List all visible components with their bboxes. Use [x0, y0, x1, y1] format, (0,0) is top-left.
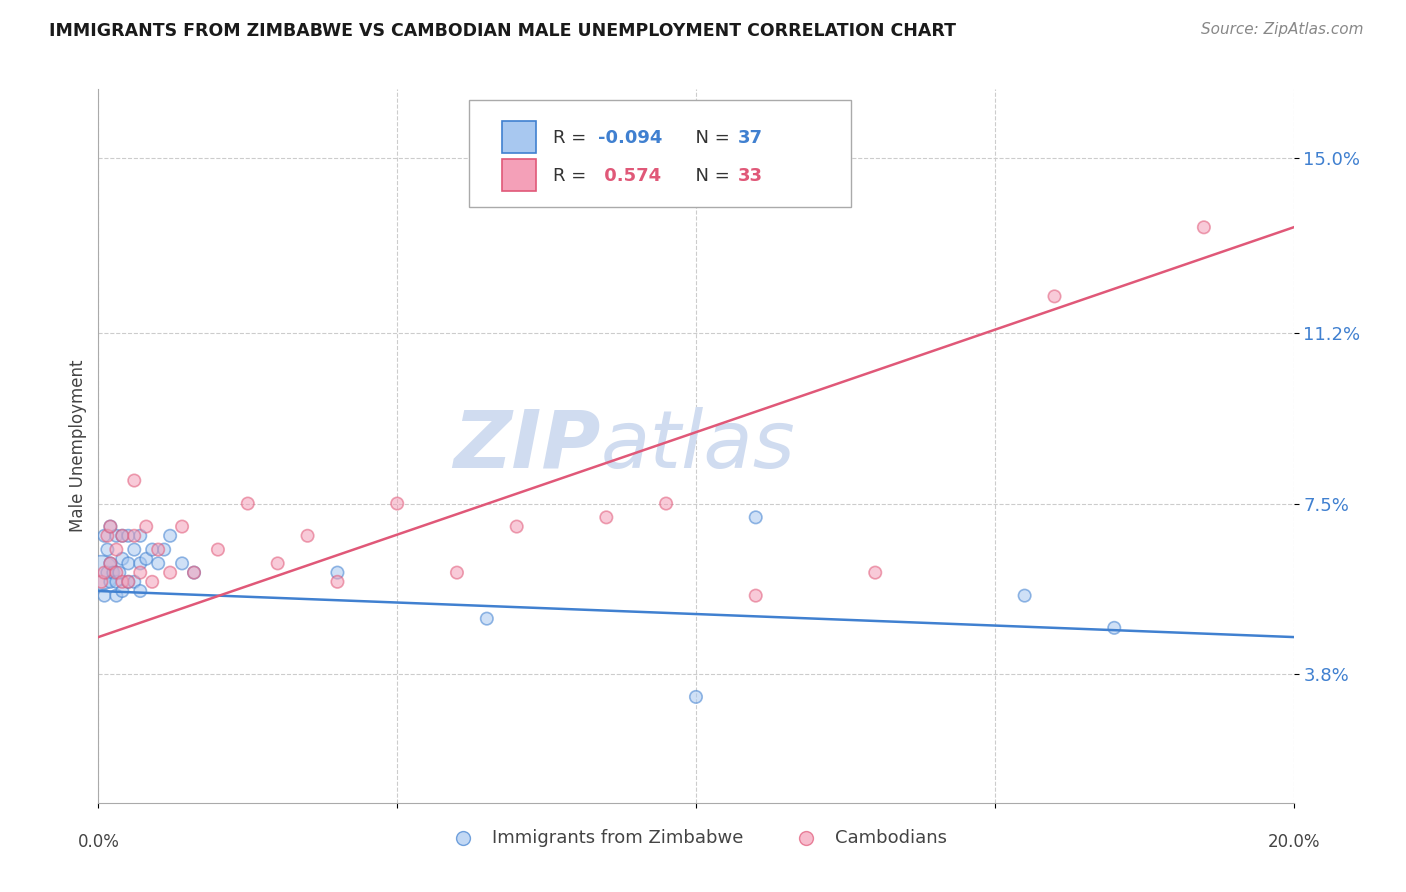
- Point: [93, 566, 115, 580]
- Point: [385, 497, 409, 511]
- Point: [96, 529, 118, 543]
- Point: [111, 529, 134, 543]
- Text: 33: 33: [738, 167, 763, 185]
- Point: [172, 557, 194, 571]
- Point: [93, 589, 115, 603]
- Point: [93, 529, 115, 543]
- Y-axis label: Male Unemployment: Male Unemployment: [69, 359, 87, 533]
- Point: [267, 557, 290, 571]
- Point: [96, 542, 118, 557]
- Point: [129, 557, 152, 571]
- Point: [117, 574, 139, 589]
- Point: [90, 566, 112, 580]
- Point: [111, 551, 134, 566]
- Point: [865, 566, 887, 580]
- Text: ZIP: ZIP: [453, 407, 600, 485]
- Point: [685, 690, 707, 704]
- Point: [1043, 289, 1066, 303]
- Point: [135, 551, 157, 566]
- Point: [745, 589, 768, 603]
- Point: [124, 529, 146, 543]
- Point: [1104, 621, 1126, 635]
- Point: [183, 566, 205, 580]
- Point: [326, 574, 349, 589]
- Point: [1014, 589, 1036, 603]
- Point: [446, 566, 468, 580]
- Text: N =: N =: [685, 167, 735, 185]
- Text: N =: N =: [685, 128, 735, 146]
- Legend: Immigrants from Zimbabwe, Cambodians: Immigrants from Zimbabwe, Cambodians: [437, 822, 955, 855]
- Text: IMMIGRANTS FROM ZIMBABWE VS CAMBODIAN MALE UNEMPLOYMENT CORRELATION CHART: IMMIGRANTS FROM ZIMBABWE VS CAMBODIAN MA…: [49, 22, 956, 40]
- Point: [655, 497, 678, 511]
- Text: 37: 37: [738, 128, 763, 146]
- Point: [207, 542, 229, 557]
- Point: [129, 566, 152, 580]
- Point: [105, 566, 128, 580]
- Text: R =: R =: [553, 167, 592, 185]
- Point: [117, 557, 139, 571]
- Point: [159, 529, 181, 543]
- Point: [153, 542, 176, 557]
- Point: [98, 557, 122, 571]
- Point: [141, 542, 163, 557]
- Point: [105, 589, 128, 603]
- Point: [1192, 220, 1215, 235]
- Point: [148, 542, 170, 557]
- Text: 20.0%: 20.0%: [1267, 833, 1320, 851]
- Bar: [502, 159, 536, 191]
- Point: [96, 566, 118, 580]
- Point: [103, 566, 125, 580]
- FancyBboxPatch shape: [470, 100, 852, 207]
- Point: [148, 557, 170, 571]
- Point: [141, 574, 163, 589]
- Point: [236, 497, 259, 511]
- Text: Source: ZipAtlas.com: Source: ZipAtlas.com: [1201, 22, 1364, 37]
- Text: 0.574: 0.574: [598, 167, 661, 185]
- Point: [129, 584, 152, 599]
- Point: [172, 519, 194, 533]
- Point: [111, 584, 134, 599]
- Point: [297, 529, 319, 543]
- Point: [506, 519, 529, 533]
- Point: [105, 542, 128, 557]
- Point: [129, 529, 152, 543]
- Point: [475, 612, 498, 626]
- Point: [117, 529, 139, 543]
- Point: [326, 566, 349, 580]
- Point: [111, 574, 134, 589]
- Text: atlas: atlas: [600, 407, 796, 485]
- Point: [159, 566, 181, 580]
- Point: [117, 574, 139, 589]
- Text: 0.0%: 0.0%: [77, 833, 120, 851]
- Bar: [502, 121, 536, 153]
- Point: [98, 519, 122, 533]
- Point: [595, 510, 617, 524]
- Text: -0.094: -0.094: [598, 128, 662, 146]
- Point: [108, 566, 131, 580]
- Point: [124, 542, 146, 557]
- Point: [90, 574, 112, 589]
- Point: [105, 529, 128, 543]
- Point: [98, 519, 122, 533]
- Point: [183, 566, 205, 580]
- Point: [98, 574, 122, 589]
- Point: [111, 529, 134, 543]
- Point: [98, 557, 122, 571]
- Point: [745, 510, 768, 524]
- Point: [135, 519, 157, 533]
- Point: [124, 574, 146, 589]
- Point: [105, 574, 128, 589]
- Text: R =: R =: [553, 128, 592, 146]
- Point: [124, 474, 146, 488]
